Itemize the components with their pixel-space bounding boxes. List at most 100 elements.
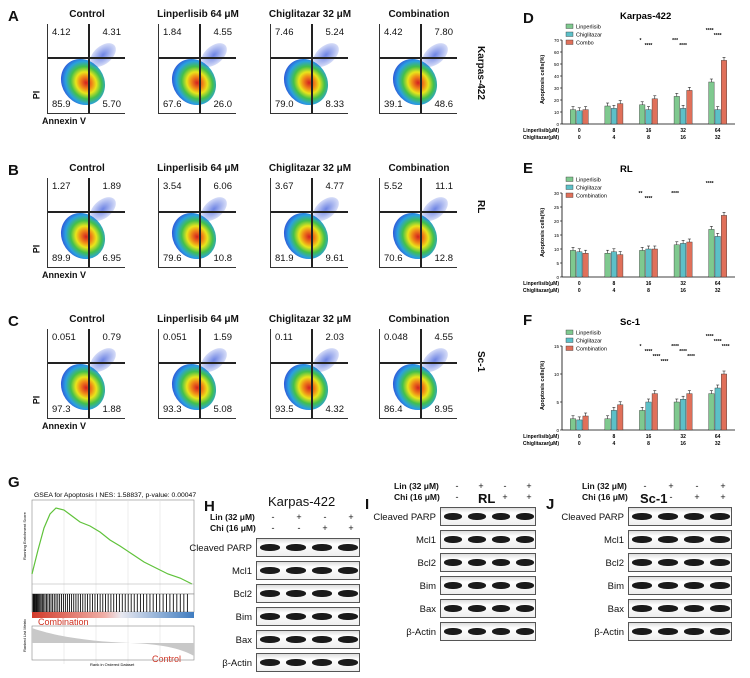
quadrant-value-ll: 93.3	[163, 404, 182, 415]
bar-chiglitazar	[610, 251, 617, 278]
protein-band	[468, 605, 486, 613]
legend-label: Combo	[576, 41, 594, 47]
bar-chiglitazar	[714, 109, 721, 125]
flow-scatter-plot: 7.46 5.24 79.0 8.33	[270, 24, 348, 114]
quadrant-value-lr: 8.33	[325, 99, 345, 110]
x-tick-chiglitazar: 4	[613, 288, 616, 294]
quadrant-value-ul: 1.27	[52, 181, 71, 192]
significance-mark: ****	[671, 344, 679, 350]
flow-plot-title: Chiglitazar 32 μM	[268, 163, 352, 174]
quadrant-value-ll: 79.6	[163, 253, 182, 264]
significance-mark: ***	[672, 38, 678, 44]
protein-band	[658, 605, 678, 613]
bar-chiglitazar	[680, 399, 687, 431]
bar-linperlisib	[570, 250, 576, 278]
legend-swatch	[565, 345, 574, 351]
flow-plot-title: Linperlisib 64 μM	[157, 314, 239, 325]
x-tick-chiglitazar: 4	[613, 135, 616, 141]
flow-scatter-plot: 0.048 4.55 86.4 8.95	[379, 329, 457, 419]
protein-band	[286, 659, 306, 667]
lin-treatment-sign: +	[296, 512, 302, 522]
legend-swatch	[565, 192, 574, 198]
x-tick-chiglitazar: 4	[613, 441, 616, 447]
panel-letter-f: F	[523, 312, 533, 329]
protein-band	[338, 544, 358, 552]
flow-plot-title: Control	[69, 9, 105, 20]
significance-mark: ****	[714, 339, 722, 345]
quadrant-value-ur: 4.55	[434, 332, 454, 343]
chi-treatment-sign: -	[643, 492, 647, 502]
x-tick-chiglitazar: 16	[680, 288, 686, 294]
bar-linperlisib	[639, 250, 646, 278]
bar-linperlisib	[639, 104, 646, 125]
protein-band	[286, 544, 306, 552]
y-tick-label: 15	[554, 344, 560, 349]
quadrant-value-ur: 7.80	[434, 27, 454, 38]
protein-band	[444, 628, 462, 636]
protein-label: Bim	[235, 612, 252, 623]
protein-band	[286, 590, 306, 598]
x-tick-chiglitazar: 0	[578, 288, 581, 294]
quadrant-gate-vertical	[88, 178, 90, 267]
bar-linperlisib	[708, 393, 715, 431]
quadrant-value-ll: 79.0	[275, 99, 294, 110]
protein-band	[312, 590, 332, 598]
bar-combination	[651, 248, 658, 278]
legend-label: Chiglitazar	[576, 186, 602, 192]
quadrant-value-ur: 2.03	[325, 332, 345, 343]
blot-band-row	[628, 530, 732, 549]
significance-mark: ****	[661, 359, 669, 365]
y-axis-label: Apoptosis cells(%)	[540, 55, 546, 104]
quadrant-gate-horizontal	[159, 57, 236, 59]
significance-mark: ****	[706, 334, 714, 340]
protein-band	[444, 559, 462, 567]
quadrant-gate-horizontal	[48, 57, 125, 59]
protein-band	[658, 582, 678, 590]
chi-treatment-sign: +	[348, 523, 354, 533]
protein-band	[468, 628, 486, 636]
protein-band	[658, 559, 678, 567]
legend-label: Linperlisib	[576, 178, 601, 184]
gsea-label-control: Control	[152, 654, 181, 664]
x-tick-linperlisib: 8	[613, 128, 616, 134]
significance-mark: ****	[645, 43, 653, 49]
x-tick-linperlisib: 8	[613, 434, 616, 440]
protein-band	[492, 628, 510, 636]
significance-mark: ****	[706, 28, 714, 34]
blot-band-row	[256, 630, 360, 649]
flow-scatter-plot: 0.11 2.03 93.5 4.32	[270, 329, 348, 419]
protein-band	[492, 605, 510, 613]
blot-band-row	[440, 622, 536, 641]
bar-linperlisib	[708, 229, 715, 278]
protein-band	[468, 582, 486, 590]
x-tick-chiglitazar: 8	[647, 135, 650, 141]
bar-chiglitazar	[680, 243, 687, 278]
quadrant-value-lr: 8.95	[434, 404, 454, 415]
protein-band	[684, 513, 704, 521]
protein-label: β-Actin	[594, 627, 624, 638]
protein-band	[444, 513, 462, 521]
quadrant-value-ur: 4.31	[102, 27, 122, 38]
protein-band	[658, 536, 678, 544]
bar-linperlisib	[708, 81, 715, 125]
protein-band	[492, 582, 510, 590]
panel-letter-h: H	[204, 498, 215, 515]
quadrant-value-lr: 12.8	[434, 253, 454, 264]
quadrant-gate-vertical	[199, 24, 201, 113]
bar-chiglitazar	[576, 110, 583, 125]
flow-plot-title: Chiglitazar 32 μM	[268, 9, 352, 20]
protein-band	[260, 567, 280, 575]
significance-mark: ****	[671, 191, 679, 197]
protein-band	[516, 582, 534, 590]
protein-band	[516, 628, 534, 636]
quadrant-gate-horizontal	[48, 211, 125, 213]
gsea-ylabel-top: Running Enrichment Score	[22, 511, 27, 560]
chi-dose-label: Chi (16 μM)	[582, 492, 628, 502]
protein-band	[338, 613, 358, 621]
bar-linperlisib	[570, 109, 576, 125]
axis-label-pi: PI	[31, 395, 42, 405]
protein-band	[260, 544, 280, 552]
blot-band-row	[440, 576, 536, 595]
quadrant-value-ll: 70.6	[384, 253, 403, 264]
blot-title: Karpas-422	[268, 494, 336, 509]
